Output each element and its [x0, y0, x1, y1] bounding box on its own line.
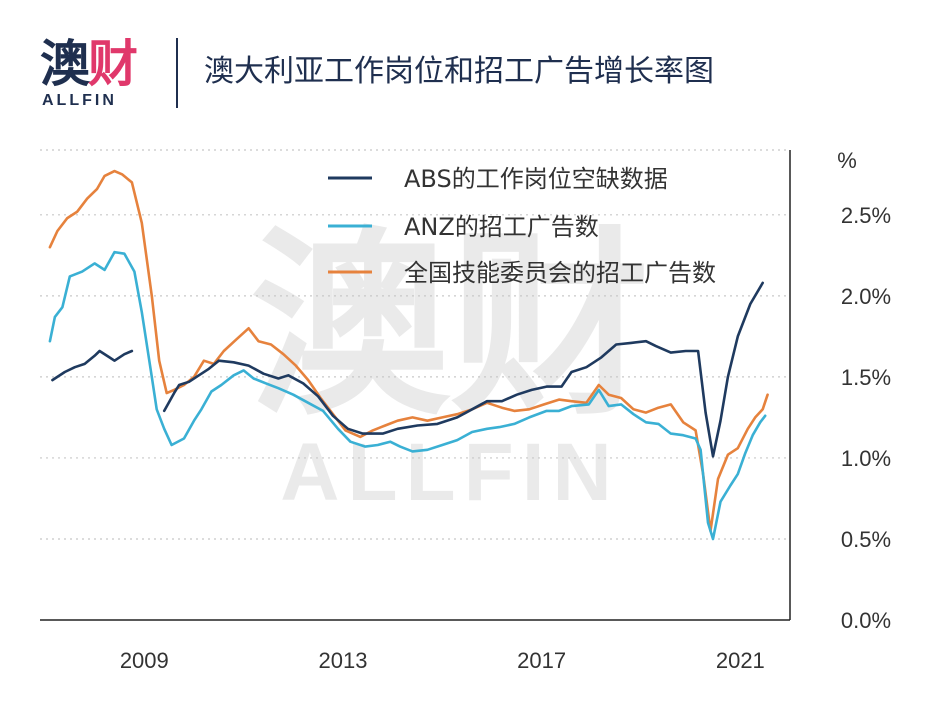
- x-tick-label: 2013: [319, 648, 368, 673]
- legend-label: 全国技能委员会的招工广告数: [404, 259, 716, 287]
- watermark-cn: 澳财: [250, 210, 650, 443]
- legend-label: ANZ的招工广告数: [404, 213, 599, 241]
- y-unit-label: %: [837, 148, 857, 173]
- brand-logo-en: ALLFIN: [42, 92, 117, 109]
- x-tick-label: 2021: [716, 648, 765, 673]
- grid-lines: [40, 149, 790, 540]
- logo-char-2: 财: [88, 35, 138, 93]
- title-divider: [176, 38, 178, 108]
- y-tick-label: 2.0%: [841, 284, 891, 309]
- y-tick-labels: 0.0% 0.5% 1.0% 1.5% 2.0% 2.5%: [841, 203, 891, 633]
- y-tick-label: 0.0%: [841, 608, 891, 633]
- brand-logo: 澳财: [40, 34, 138, 94]
- series-line-anz: [48, 250, 767, 541]
- series-line-abs: [51, 349, 134, 382]
- page-title: 澳大利亚工作岗位和招工广告增长率图: [204, 54, 714, 89]
- logo-char-1: 澳: [40, 35, 90, 93]
- y-tick-label: 0.5%: [841, 527, 891, 552]
- x-tick-label: 2009: [120, 648, 169, 673]
- x-tick-label: 2017: [517, 648, 566, 673]
- y-tick-label: 1.5%: [841, 365, 891, 390]
- legend-label: ABS的工作岗位空缺数据: [404, 165, 668, 193]
- series-line-abs: [162, 281, 764, 458]
- axes: [40, 150, 791, 621]
- x-tick-labels: 2009 2013 2017 2021: [120, 648, 765, 673]
- series-line-nsc: [48, 169, 769, 533]
- series-group: [48, 169, 769, 541]
- y-tick-label: 1.0%: [841, 446, 891, 471]
- y-tick-label: 2.5%: [841, 203, 891, 228]
- watermark-en: ALLFIN: [280, 427, 619, 518]
